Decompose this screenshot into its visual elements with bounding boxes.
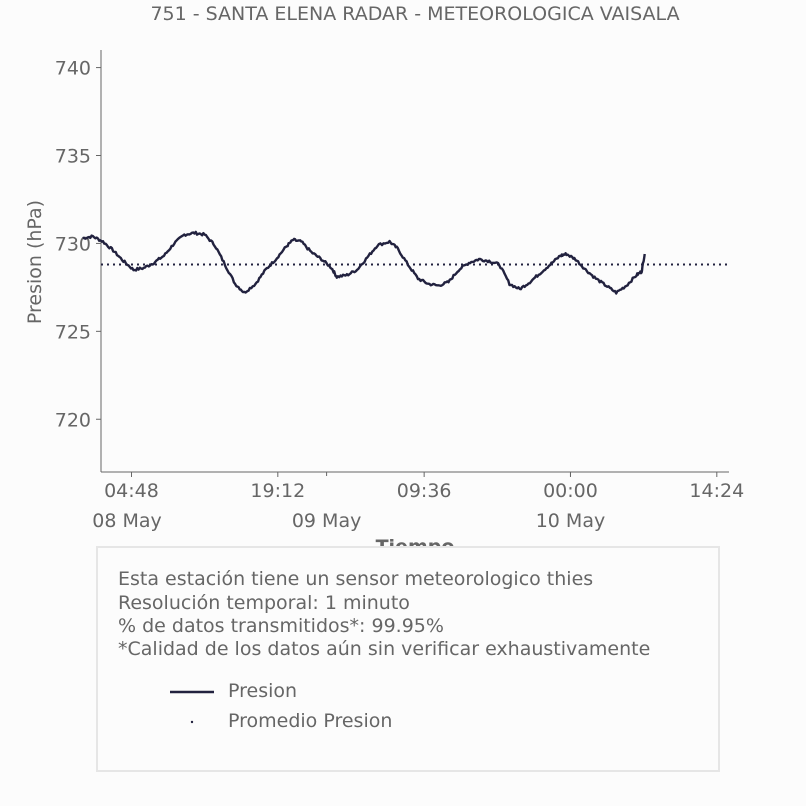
y-tick-label: 725 [55, 321, 91, 343]
info-quality-note: *Calidad de los datos aún sin verificar … [118, 638, 651, 660]
legend-label-presion: Presion [228, 680, 298, 702]
y-tick-label: 740 [55, 58, 91, 80]
x-tick-label: 04:48 [104, 480, 159, 502]
x-tick-label: 19:12 [250, 480, 305, 502]
legend-label-promedio: Promedio Presion [228, 710, 393, 732]
y-tick-label: 730 [55, 233, 91, 255]
series-presion [82, 230, 646, 295]
x-tick-label: 09:36 [397, 480, 452, 502]
x-tick-label: 00:00 [543, 480, 598, 502]
x-day-label: 09 May [292, 510, 362, 532]
chart-title: 751 - SANTA ELENA RADAR - METEOROLOGICA … [150, 3, 680, 25]
y-tick-label: 735 [55, 146, 91, 168]
y-tick-label: 720 [55, 409, 91, 431]
x-day-label: 10 May [536, 510, 606, 532]
info-transmitted: % de datos transmitidos*: 99.95% [118, 615, 444, 637]
legend-swatches [170, 690, 214, 724]
x-day-label: 08 May [92, 510, 162, 532]
x-tick-label: 14:24 [689, 480, 744, 502]
info-resolution: Resolución temporal: 1 minuto [118, 592, 410, 614]
y-axis-label: Presion (hPa) [24, 200, 46, 324]
info-box: Esta estación tiene un sensor meteorolog… [96, 546, 720, 772]
legend-swatch-promedio [190, 720, 194, 724]
info-sensor: Esta estación tiene un sensor meteorolog… [118, 568, 594, 590]
